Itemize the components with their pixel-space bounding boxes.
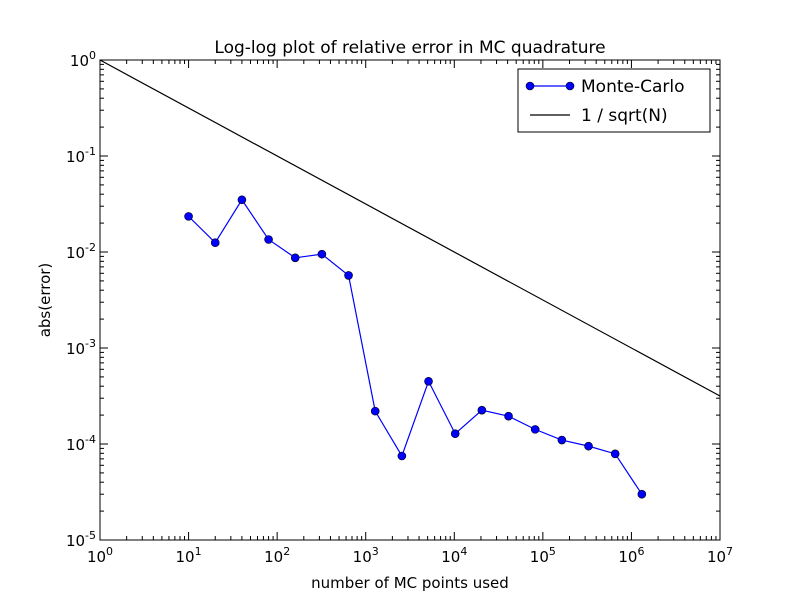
monte-carlo-point: [290, 253, 300, 263]
x-tick-label: 104: [441, 545, 467, 566]
legend-monte-carlo-marker: [565, 81, 575, 91]
monte-carlo-point: [557, 435, 567, 445]
y-tick-label-base: 10: [66, 244, 85, 262]
monte-carlo-point: [397, 451, 407, 461]
legend-sqrt-label: 1 / sqrt(N): [581, 106, 668, 126]
y-tick-label-base: 10: [66, 340, 85, 358]
chart-title: Log-log plot of relative error in MC qua…: [214, 38, 605, 58]
x-tick-label-exp: 1: [195, 545, 202, 558]
y-tick-label-base: 10: [66, 436, 85, 454]
monte-carlo-point: [637, 489, 647, 499]
legend-monte-carlo-marker: [525, 81, 535, 91]
monte-carlo-line: [188, 198, 643, 495]
y-tick-label: 10-4: [66, 433, 96, 454]
monte-carlo-point: [184, 212, 193, 221]
x-tick-label-base: 10: [618, 548, 637, 566]
y-tick-label-base: 10: [70, 52, 89, 70]
x-tick-label-exp: 7: [726, 545, 733, 558]
x-tick-label-exp: 5: [549, 545, 556, 558]
monte-carlo-point: [210, 238, 220, 247]
x-tick-label-base: 10: [87, 548, 106, 566]
y-tick-label: 10-5: [66, 529, 96, 550]
x-tick-label-exp: 3: [372, 545, 379, 558]
y-tick-label-exp: -5: [85, 529, 96, 542]
x-tick-label-exp: 4: [460, 545, 467, 558]
y-tick-label: 10-1: [66, 145, 96, 166]
plot-area: [100, 60, 720, 540]
y-tick-label-exp: -4: [85, 433, 96, 446]
monte-carlo-point: [504, 411, 513, 421]
legend: Monte-Carlo 1 / sqrt(N): [517, 68, 711, 133]
x-tick-label: 107: [707, 545, 733, 566]
y-tick-label: 10-2: [66, 241, 96, 262]
x-tick-label-base: 10: [530, 548, 549, 566]
y-tick-label-base: 10: [66, 148, 85, 166]
x-tick-label-exp: 0: [106, 545, 113, 558]
x-tick-label: 105: [530, 545, 556, 566]
monte-carlo-point: [477, 405, 487, 415]
monte-carlo-point: [264, 235, 273, 244]
y-tick-label: 100: [70, 49, 96, 70]
x-tick-label: 103: [353, 545, 379, 566]
sqrt-reference-line: [99, 59, 721, 397]
monte-carlo-point: [610, 449, 620, 459]
x-tick-label: 100: [87, 545, 113, 566]
y-tick-label-exp: -2: [85, 241, 96, 254]
monte-carlo-point: [424, 376, 433, 386]
monte-carlo-point: [317, 249, 327, 259]
monte-carlo-point: [530, 425, 540, 434]
x-tick-label-base: 10: [264, 548, 283, 566]
x-tick-label-exp: 6: [637, 545, 644, 558]
series-layer: [99, 59, 721, 499]
monte-carlo-point: [344, 271, 353, 280]
monte-carlo-point: [584, 441, 593, 451]
x-tick-label: 101: [176, 545, 202, 566]
monte-carlo-point: [370, 406, 380, 416]
y-tick-label-exp: -1: [85, 145, 96, 158]
monte-carlo-point: [450, 429, 460, 439]
x-tick-label-base: 10: [441, 548, 460, 566]
y-tick-label-exp: 0: [89, 49, 96, 62]
y-tick-label-exp: -3: [85, 337, 96, 350]
y-axis-label: abs(error): [36, 263, 54, 338]
y-tick-label: 10-3: [66, 337, 96, 358]
x-tick-label: 106: [618, 545, 644, 566]
x-tick-label-base: 10: [176, 548, 195, 566]
y-tick-label-base: 10: [66, 532, 85, 550]
legend-box: [517, 68, 711, 133]
plot-frame: [99, 59, 721, 541]
x-tick-label: 102: [264, 545, 290, 566]
x-tick-label-base: 10: [353, 548, 372, 566]
x-tick-label-exp: 2: [283, 545, 290, 558]
legend-monte-carlo-label: Monte-Carlo: [581, 77, 685, 97]
monte-carlo-point: [237, 195, 247, 205]
axis-ticks: 100 101 102 103 104 105 106 10710-510-410-310-2…: [66, 49, 733, 566]
x-axis-label: number of MC points used: [311, 574, 509, 592]
x-tick-label-base: 10: [707, 548, 726, 566]
